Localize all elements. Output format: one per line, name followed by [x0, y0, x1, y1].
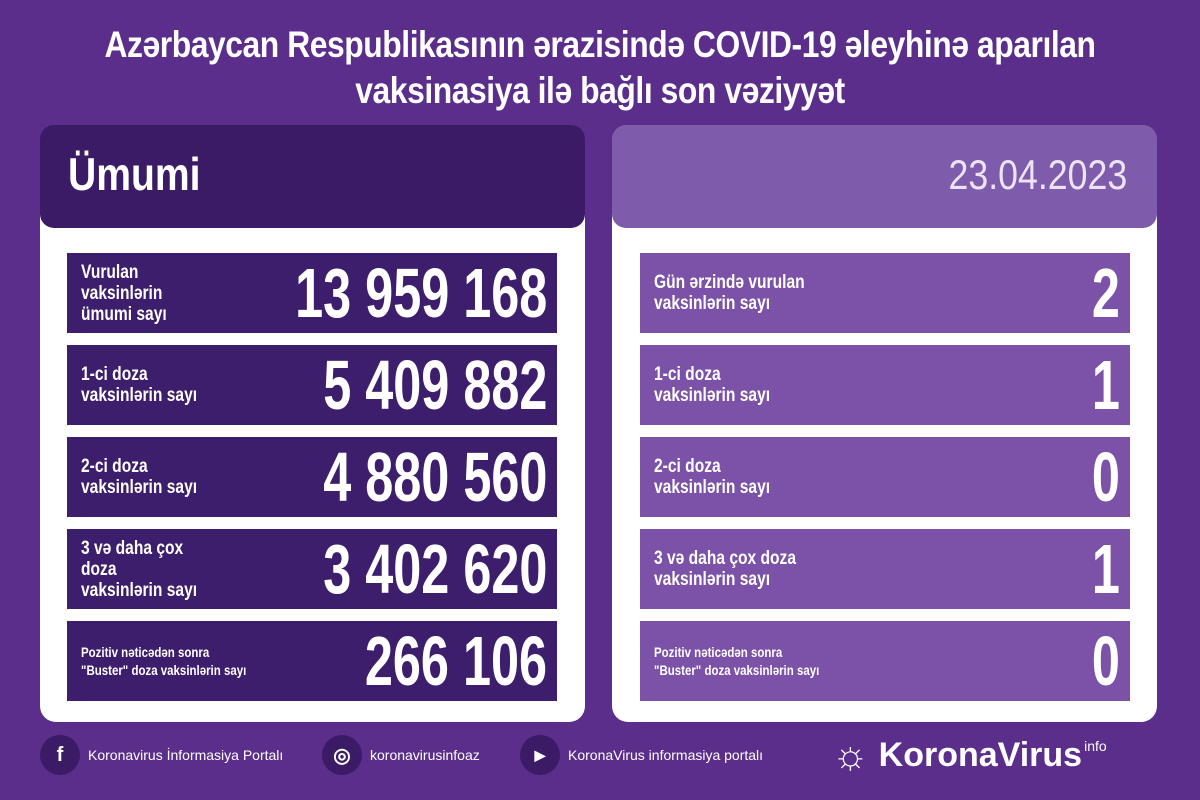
facebook-link[interactable]: f Koronavirus İnformasiya Portalı	[40, 735, 283, 775]
left-stat-row: 2-ci doza vaksinlərin sayı 4 880 560	[67, 437, 557, 517]
stat-label: 3 və daha çox doza vaksinlərin sayı	[81, 537, 198, 601]
stat-label: Gün ərzində vurulan vaksinlərin sayı	[654, 272, 805, 314]
stat-label: 1-ci doza vaksinlərin sayı	[654, 364, 771, 406]
right-stat-row: 1-ci doza vaksinlərin sayı 1	[640, 345, 1130, 425]
stat-value: 3 402 620	[322, 530, 547, 608]
right-stat-row: Gün ərzində vurulan vaksinlərin sayı 2	[640, 253, 1130, 333]
right-stat-row: 2-ci doza vaksinlərin sayı 0	[640, 437, 1130, 517]
stat-label: 2-ci doza vaksinlərin sayı	[654, 456, 771, 498]
instagram-link[interactable]: ◎ koronavirusinfoaz	[322, 735, 480, 775]
stat-value: 4 880 560	[322, 438, 547, 516]
stat-label: Pozitiv nəticədən sonra "Buster" doza va…	[654, 644, 820, 678]
youtube-icon: ▶	[520, 735, 560, 775]
facebook-icon: f	[40, 735, 80, 775]
stat-value: 266 106	[364, 622, 547, 700]
koronavirus-logo: ☼ KoronaVirus info	[832, 733, 1107, 777]
stat-label: 2-ci doza vaksinlərin sayı	[81, 456, 198, 498]
stat-value: 1	[1091, 346, 1120, 424]
left-stat-row: Pozitiv nəticədən sonra "Buster" doza va…	[67, 621, 557, 701]
youtube-link[interactable]: ▶ KoronaVirus informasiya portalı	[520, 735, 763, 775]
stat-value: 5 409 882	[322, 346, 547, 424]
stat-label: 1-ci doza vaksinlərin sayı	[81, 364, 198, 406]
stat-value: 13 959 168	[294, 254, 547, 332]
right-stat-row: Pozitiv nəticədən sonra "Buster" doza va…	[640, 621, 1130, 701]
stat-label: Vurulan vaksinlərin ümumi sayı	[81, 261, 167, 325]
total-header: Ümumi	[40, 125, 585, 228]
left-stat-row: Vurulan vaksinlərin ümumi sayı 13 959 168	[67, 253, 557, 333]
left-stat-row: 3 və daha çox doza vaksinlərin sayı 3 402…	[67, 529, 557, 609]
date-header: 23.04.2023	[612, 125, 1157, 228]
sun-virus-icon: ☼	[832, 733, 869, 777]
stat-value: 0	[1091, 622, 1120, 700]
stat-value: 0	[1091, 438, 1120, 516]
instagram-icon: ◎	[322, 735, 362, 775]
left-stat-row: 1-ci doza vaksinlərin sayı 5 409 882	[67, 345, 557, 425]
stat-label: 3 və daha çox doza vaksinlərin sayı	[654, 548, 797, 590]
stat-value: 2	[1091, 254, 1120, 332]
stat-value: 1	[1091, 530, 1120, 608]
page-title: Azərbaycan Respublikasının ərazisində CO…	[104, 24, 1096, 111]
right-stat-row: 3 və daha çox doza vaksinlərin sayı 1	[640, 529, 1130, 609]
stat-label: Pozitiv nəticədən sonra "Buster" doza va…	[81, 644, 247, 678]
